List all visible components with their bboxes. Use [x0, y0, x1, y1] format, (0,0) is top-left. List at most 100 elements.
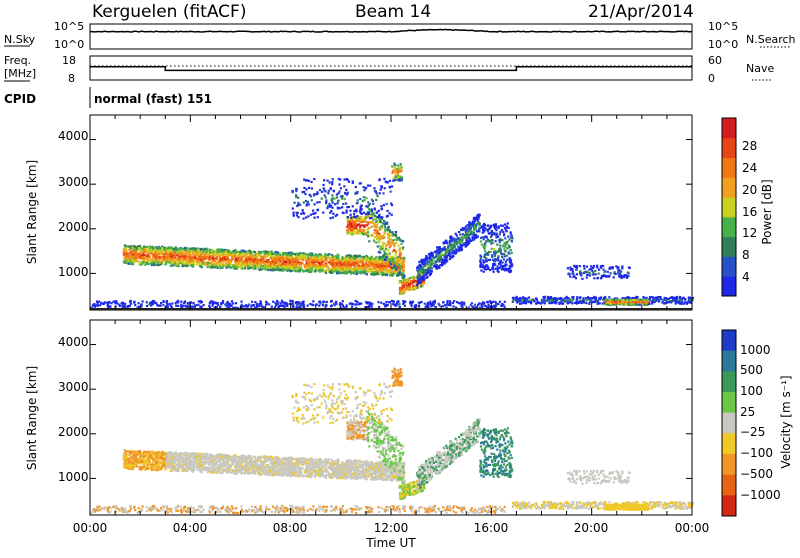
- power-echo: [287, 259, 289, 261]
- power-echo: [379, 252, 381, 254]
- power-echo: [246, 263, 248, 265]
- power-echo: [493, 271, 495, 273]
- power-echo: [450, 252, 452, 254]
- power-echo: [505, 264, 507, 266]
- power-echo: [485, 268, 487, 270]
- power-echo: [231, 255, 233, 257]
- power-echo: [358, 267, 360, 269]
- power-echo: [136, 255, 138, 257]
- power-echo: [328, 267, 330, 269]
- power-echo: [152, 261, 154, 263]
- power-echo: [441, 264, 443, 266]
- power-echo: [510, 249, 512, 251]
- power-echo: [232, 264, 234, 266]
- power-echo: [635, 301, 637, 303]
- power-echo: [331, 207, 333, 209]
- power-echo: [303, 201, 305, 203]
- power-echo: [399, 238, 401, 240]
- power-echo: [315, 269, 317, 271]
- power-echo: [182, 262, 184, 264]
- power-echo: [258, 252, 260, 254]
- power-echo: [369, 185, 371, 187]
- power-echo: [507, 235, 509, 237]
- power-echo: [506, 259, 508, 261]
- power-echo: [375, 227, 377, 229]
- power-echo: [131, 259, 133, 261]
- power-echo: [466, 232, 468, 234]
- power-echo: [266, 266, 268, 268]
- power-echo: [413, 287, 415, 289]
- power-echo: [367, 221, 369, 223]
- power-echo: [537, 302, 539, 304]
- power-echo: [342, 256, 344, 258]
- power-echo: [468, 239, 470, 241]
- power-echo: [628, 299, 630, 301]
- power-echo: [427, 261, 429, 263]
- power-echo: [216, 256, 218, 258]
- power-echo: [449, 246, 451, 248]
- power-echo: [540, 302, 542, 304]
- power-echo: [365, 205, 367, 207]
- power-echo: [674, 297, 676, 299]
- power-echo: [550, 296, 552, 298]
- power-echo: [574, 302, 576, 304]
- power-echo: [470, 223, 472, 225]
- power-echo: [154, 256, 156, 258]
- power-echo: [392, 271, 394, 273]
- power-echo: [345, 211, 347, 213]
- power-echo: [317, 268, 319, 270]
- power-echo: [496, 258, 498, 260]
- power-echo: [356, 232, 358, 234]
- power-echo: [319, 269, 321, 271]
- power-echo: [399, 290, 401, 292]
- power-echo: [275, 269, 277, 271]
- power-echo: [189, 260, 191, 262]
- power-echo: [336, 264, 338, 266]
- power-echo: [324, 270, 326, 272]
- power-echo: [168, 257, 170, 259]
- power-echo: [385, 245, 387, 247]
- power-echo: [502, 231, 504, 233]
- power-echo: [423, 264, 425, 266]
- power-echo: [483, 271, 485, 273]
- power-echo: [312, 256, 314, 258]
- power-echo: [382, 272, 384, 274]
- power-echo: [354, 272, 356, 274]
- power-echo: [373, 187, 375, 189]
- power-echo: [308, 266, 310, 268]
- freq-right-top: 60: [708, 54, 722, 67]
- power-echo: [237, 263, 239, 265]
- power-echo: [375, 261, 377, 263]
- power-echo: [325, 196, 327, 198]
- power-echo: [678, 301, 680, 303]
- power-echo: [160, 304, 162, 306]
- power-echo: [376, 258, 378, 260]
- beam-title: Beam 14: [355, 2, 431, 22]
- power-echo: [528, 296, 530, 298]
- power-echo: [137, 302, 139, 304]
- power-echo: [379, 220, 381, 222]
- power-echo: [444, 256, 446, 258]
- power-echo: [293, 202, 295, 204]
- power-echo: [436, 246, 438, 248]
- power-echo: [665, 297, 667, 299]
- power-echo: [472, 236, 474, 238]
- power-echo: [194, 304, 196, 306]
- power-echo: [343, 198, 345, 200]
- power-echo: [419, 281, 421, 283]
- power-echo: [129, 262, 131, 264]
- power-echo: [327, 205, 329, 207]
- power-echo: [365, 187, 367, 189]
- power-echo: [516, 296, 518, 298]
- power-echo: [351, 261, 353, 263]
- power-echo: [168, 247, 170, 249]
- power-echo: [350, 225, 352, 227]
- power-echo: [436, 267, 438, 269]
- power-echo: [321, 191, 323, 193]
- power-echo: [149, 260, 151, 262]
- power-echo: [512, 297, 514, 299]
- power-echo: [211, 304, 213, 306]
- power-echo: [429, 266, 431, 268]
- power-echo: [305, 216, 307, 218]
- power-echo: [480, 265, 482, 267]
